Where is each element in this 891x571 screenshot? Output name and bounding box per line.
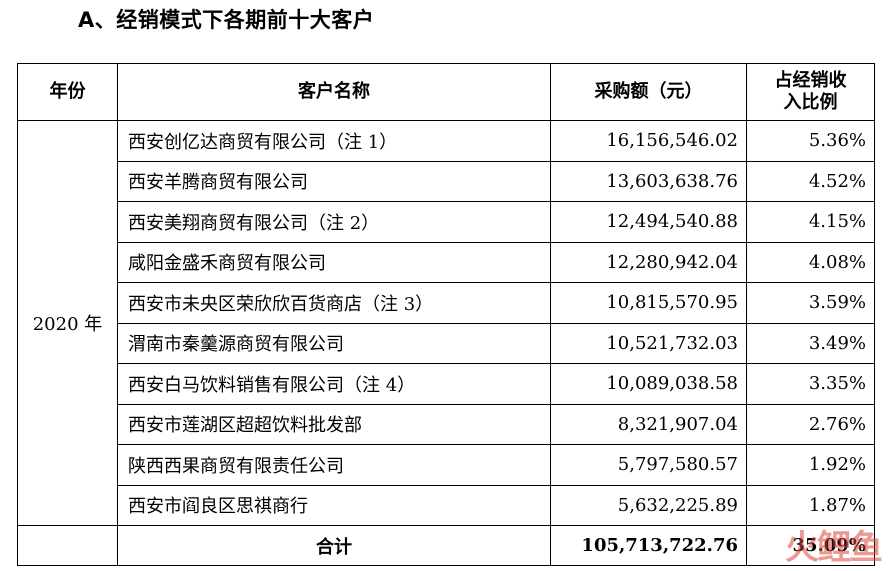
table-row: 西安市莲湖区超超饮料批发部 8,321,907.04 2.76% (18, 403, 875, 445)
customer-name: 西安市莲湖区超超饮料批发部 (117, 403, 551, 445)
table-row: 西安市未央区荣欣欣百货商店（注 3） 10,815,570.95 3.59% (18, 282, 875, 324)
revenue-ratio: 3.49% (746, 322, 875, 364)
purchase-amount: 16,156,546.02 (550, 120, 747, 162)
table-row: 陕西西果商贸有限责任公司 5,797,580.57 1.92% (18, 444, 875, 486)
customer-name: 西安白马饮料销售有限公司（注 4） (117, 363, 551, 405)
year-cell: 2020 年 (17, 120, 118, 526)
purchase-amount: 12,494,540.88 (550, 201, 747, 243)
total-year-cell (17, 525, 118, 566)
purchase-amount: 12,280,942.04 (550, 241, 747, 283)
purchase-amount: 5,632,225.89 (550, 484, 747, 526)
header-customer: 客户名称 (117, 63, 551, 121)
customer-name: 西安羊腾商贸有限公司 (117, 160, 551, 202)
top-customers-table: 年份 客户名称 采购额（元） 占经销收 入比例 2020 年 西安创亿达商贸有限公… (17, 63, 875, 566)
customer-name: 西安市阎良区思祺商行 (117, 484, 551, 526)
table-header-row: 年份 客户名称 采购额（元） 占经销收 入比例 (17, 63, 875, 121)
purchase-amount: 5,797,580.57 (550, 444, 747, 486)
customer-name: 西安创亿达商贸有限公司（注 1） (117, 120, 551, 162)
customer-name: 咸阳金盛禾商贸有限公司 (117, 241, 551, 283)
revenue-ratio: 4.52% (746, 160, 875, 202)
purchase-amount: 10,089,038.58 (550, 363, 747, 405)
table-row: 西安羊腾商贸有限公司 13,603,638.76 4.52% (18, 160, 875, 202)
revenue-ratio: 1.92% (746, 444, 875, 486)
header-ratio-line2: 入比例 (783, 92, 838, 113)
revenue-ratio: 4.08% (746, 241, 875, 283)
header-ratio: 占经销收 入比例 (746, 63, 875, 121)
table-row: 西安市阎良区思祺商行 5,632,225.89 1.87% (18, 484, 875, 526)
revenue-ratio: 3.35% (746, 363, 875, 405)
table-row: 西安美翔商贸有限公司（注 2） 12,494,540.88 4.15% (18, 201, 875, 243)
customer-name: 西安美翔商贸有限公司（注 2） (117, 201, 551, 243)
header-ratio-line1: 占经销收 (774, 70, 847, 91)
total-amount: 105,713,722.76 (550, 525, 747, 566)
revenue-ratio: 5.36% (746, 120, 875, 162)
header-amount: 采购额（元） (550, 63, 747, 121)
purchase-amount: 8,321,907.04 (550, 403, 747, 445)
revenue-ratio: 3.59% (746, 282, 875, 324)
revenue-ratio: 1.87% (746, 484, 875, 526)
customer-name: 渭南市秦羹源商贸有限公司 (117, 322, 551, 364)
purchase-amount: 13,603,638.76 (550, 160, 747, 202)
purchase-amount: 10,521,732.03 (550, 322, 747, 364)
section-heading: A、经销模式下各期前十大客户 (78, 8, 375, 32)
table-row: 西安白马饮料销售有限公司（注 4） 10,089,038.58 3.35% (18, 363, 875, 405)
total-label: 合计 (117, 525, 551, 566)
total-row: 合计 105,713,722.76 35.09% (17, 525, 875, 566)
table-row: 2020 年 西安创亿达商贸有限公司（注 1） 16,156,546.02 5.… (17, 120, 875, 526)
table-row: 咸阳金盛禾商贸有限公司 12,280,942.04 4.08% (18, 241, 875, 283)
purchase-amount: 10,815,570.95 (550, 282, 747, 324)
header-year: 年份 (17, 63, 118, 121)
customer-name: 陕西西果商贸有限责任公司 (117, 444, 551, 486)
revenue-ratio: 2.76% (746, 403, 875, 445)
total-ratio: 35.09% (746, 525, 875, 566)
table-row: 渭南市秦羹源商贸有限公司 10,521,732.03 3.49% (18, 322, 875, 364)
customer-name: 西安市未央区荣欣欣百货商店（注 3） (117, 282, 551, 324)
revenue-ratio: 4.15% (746, 201, 875, 243)
